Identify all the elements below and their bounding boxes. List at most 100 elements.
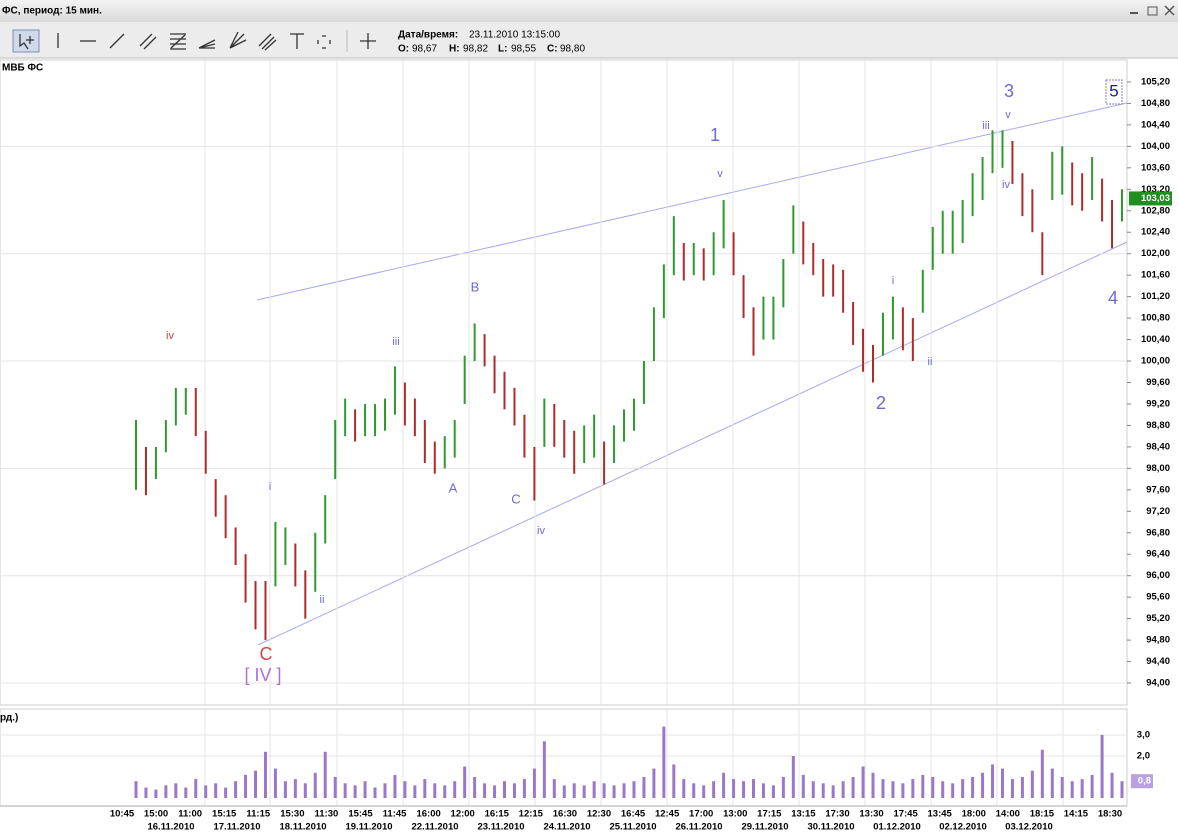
volume-bar [991,764,995,798]
text-tool[interactable] [290,33,304,49]
trend-tool[interactable] [109,33,125,49]
window-title: ФС, период: 15 мин. [2,6,102,17]
pitchfork-tool[interactable] [258,33,277,51]
volume-bar [443,785,447,798]
volume-bar [642,777,646,798]
date-label: 22.11.2010 [411,822,458,833]
fibo-tool[interactable] [170,33,186,50]
open-value: 98,67 [412,44,437,55]
volume-bar [532,768,536,798]
restore-button[interactable] [1147,6,1158,16]
y-tick-label: 94,00 [1146,678,1170,689]
volume-bar [1080,779,1084,798]
volume-bar [971,777,975,798]
volume-bar [781,777,785,798]
volume-bar [463,766,467,798]
x-tick-label: 11:30 [315,809,339,820]
volume-title: рд.) [0,713,18,724]
close-label: C: [547,44,558,55]
volume-bar [1050,768,1054,798]
date-label: 01.12.2010 [873,822,921,833]
minimize-button[interactable] [1130,12,1138,14]
wave-label: 3 [1004,81,1014,101]
channel-tool[interactable] [139,33,157,50]
volume-bar [542,741,546,798]
y-tick-label: 96,00 [1146,570,1170,581]
volume-bar [1060,777,1064,798]
y-tick-label: 102,40 [1141,227,1170,238]
x-tick-label: 16:00 [416,809,440,820]
volume-bar [552,779,556,798]
wave-label: i [892,275,894,287]
volume-bar [572,783,576,798]
date-label: 03.12.2010 [1005,822,1053,833]
x-tick-label: 11:15 [246,809,270,820]
volume-bar [194,779,198,798]
volume-bar [1040,749,1044,798]
x-tick-label: 14:15 [1064,809,1089,820]
volume-bar [891,781,895,798]
volume-bar [931,777,935,798]
fan-tool[interactable] [198,39,216,49]
volume-bar [861,766,865,798]
volume-last-box [1131,774,1153,789]
x-tick-label: 12:30 [587,809,611,820]
date-label: 29.11.2010 [741,822,788,833]
wave-label: B [471,279,480,294]
x-tick-label: 17:45 [893,809,918,820]
volume-bar [383,783,387,798]
volume-bar [1030,770,1034,798]
window-controls[interactable] [1130,5,1175,16]
volume-bar [373,787,377,798]
wave-label: iii [982,120,989,132]
wave-label: v [717,168,723,180]
x-tick-label: 18:15 [1030,809,1055,820]
volume-bar [871,772,875,798]
drawing-tools[interactable] [12,29,376,53]
volume-bar [353,785,357,798]
wave-box [1105,79,1123,105]
y-tick-label: 103,20 [1141,184,1170,195]
volume-bar [662,726,666,798]
y-tick-label: 100,00 [1141,356,1170,367]
volume-bar [951,783,955,798]
crosshair-tool[interactable] [360,33,376,49]
volume-bar [164,785,168,798]
volume-bar [234,781,238,798]
y-tick-label: 97,20 [1146,506,1170,517]
y-tick-label: 94,40 [1146,656,1170,667]
gann-tool[interactable] [229,31,247,49]
volume-bar [1070,781,1074,798]
volume-bar [493,785,497,798]
volume-bar [851,777,855,798]
volume-bar [761,783,765,798]
symbol-tool[interactable] [317,35,331,49]
volume-bar [1110,772,1114,798]
cursor-tool[interactable] [12,29,40,53]
volume-bar [283,781,287,798]
datetime-value: 23.11.2010 13:15:00 [469,30,560,41]
volume-bar [881,779,885,798]
x-tick-label: 13:00 [723,809,747,820]
x-tick-label: 13:15 [791,809,816,820]
volume-bar [254,770,258,798]
volume-bar [303,783,307,798]
x-tick-label: 11:45 [383,809,407,820]
volume-bar [323,751,327,798]
volume-bar [512,783,516,798]
volume-bar [831,785,835,798]
volume-bar [582,785,586,798]
wave-label: 4 [1108,288,1118,308]
volume-bar [981,772,985,798]
y-tick-label: 102,00 [1141,248,1170,259]
y-tick-label: 96,80 [1146,527,1170,538]
wave-label: 2 [876,393,886,413]
volume-bar [403,781,407,798]
x-tick-label: 12:15 [519,809,544,820]
close-button[interactable] [1164,5,1175,16]
volume-tick-label: 2,0 [1137,751,1150,762]
x-tick-label: 16:15 [485,809,510,820]
volume-bar [801,774,805,798]
y-tick-label: 105,20 [1141,76,1170,87]
volume-bar [602,783,606,798]
